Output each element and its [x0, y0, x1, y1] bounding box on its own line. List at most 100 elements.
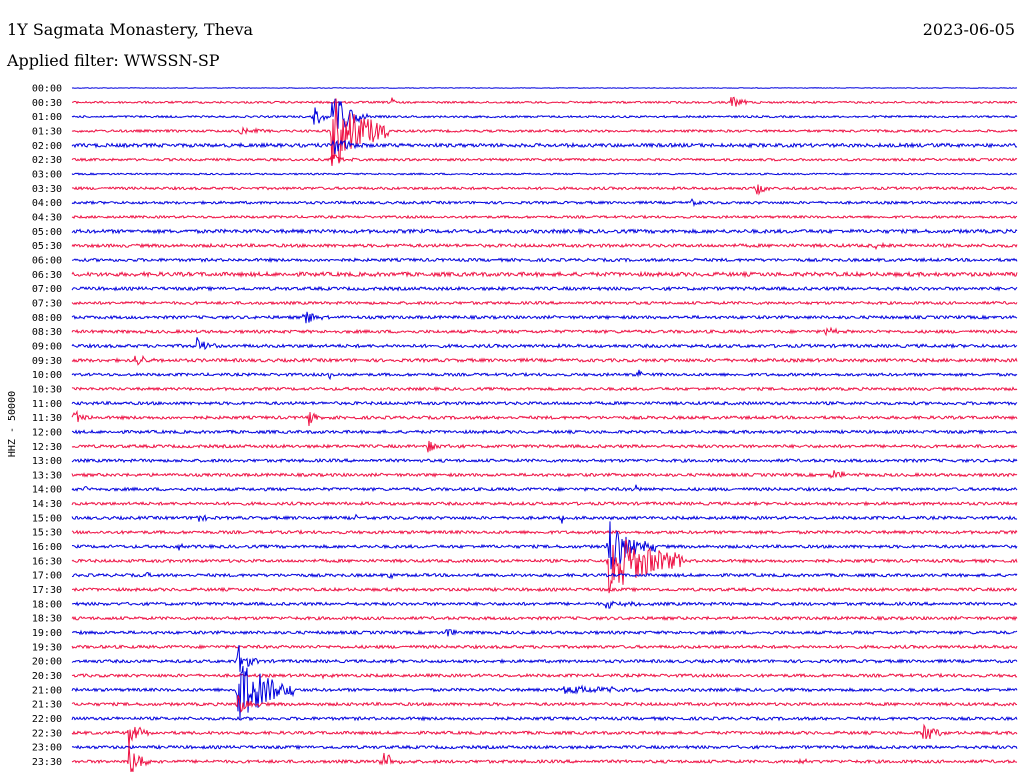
trace-line: [71, 571, 1018, 580]
trace-line: [71, 285, 1018, 292]
time-tick-label: 17:00: [32, 571, 62, 582]
time-tick-label: 23:30: [32, 757, 62, 768]
trace-lines: [71, 87, 1018, 773]
time-tick-label: 22:00: [32, 714, 62, 725]
time-tick-label: 14:30: [32, 499, 62, 510]
time-tick-label: 04:00: [32, 198, 62, 209]
filter-label: Applied filter: WWSSN-SP: [7, 51, 220, 70]
time-tick-label: 23:00: [32, 743, 62, 754]
time-tick-label: 03:30: [32, 184, 62, 195]
trace-line: [71, 139, 1018, 155]
trace-line: [71, 270, 1018, 279]
trace-line: [71, 400, 1018, 407]
time-tick-label: 19:00: [32, 628, 62, 639]
trace-line: [71, 214, 1018, 220]
trace-line: [71, 586, 1018, 593]
trace-line: [71, 440, 1018, 453]
time-tick-label: 13:30: [32, 470, 62, 481]
station-title: 1Y Sagmata Monastery, Theva: [7, 20, 254, 39]
trace-line: [71, 744, 1018, 751]
trace-line: [72, 96, 1018, 107]
time-tick-label: 02:00: [32, 141, 62, 152]
time-tick-label: 20:30: [32, 671, 62, 682]
time-tick-label: 11:00: [32, 399, 62, 410]
trace-line: [71, 615, 1018, 622]
trace-line: [71, 695, 1018, 713]
time-tick-label: 07:00: [32, 284, 62, 295]
time-tick-label: 21:00: [32, 685, 62, 696]
time-tick-label: 17:30: [32, 585, 62, 596]
trace-line: [71, 600, 1018, 609]
trace-line: [71, 429, 1018, 435]
trace-line: [71, 409, 1018, 427]
trace-line: [71, 198, 1018, 208]
trace-line: [71, 500, 1018, 507]
trace-line: [71, 484, 1018, 493]
time-tick-label: 09:30: [32, 356, 62, 367]
trace-line: [71, 629, 1018, 637]
trace-line: [71, 184, 1018, 196]
time-tick-label: 19:30: [32, 642, 62, 653]
time-tick-label: 22:30: [32, 728, 62, 739]
trace-line: [71, 369, 1018, 381]
trace-line: [71, 337, 1018, 351]
y-axis-label: HHZ - 50000: [7, 391, 18, 457]
time-tick-label: 04:30: [32, 212, 62, 223]
time-tick-label: 05:00: [32, 227, 62, 238]
time-tick-label: 08:30: [32, 327, 62, 338]
time-tick-label: 01:30: [32, 126, 62, 137]
trace-line: [71, 98, 1018, 166]
trace-line: [71, 256, 1018, 264]
time-tick-label: 12:30: [32, 442, 62, 453]
time-tick-label: 16:00: [32, 542, 62, 553]
time-tick-label: 05:30: [32, 241, 62, 252]
time-tick-label: 16:30: [32, 556, 62, 567]
time-tick-label: 07:30: [32, 298, 62, 309]
trace-line: [71, 513, 1018, 524]
trace-line: [71, 311, 1018, 324]
trace-line: [71, 87, 1018, 89]
time-tick-label: 00:30: [32, 98, 62, 109]
time-tick-label: 10:30: [32, 384, 62, 395]
time-tick-label: 15:30: [32, 528, 62, 539]
time-tick-label: 09:00: [32, 341, 62, 352]
time-tick-label: 20:00: [32, 657, 62, 668]
time-tick-label: 08:00: [32, 313, 62, 324]
time-tick-label: 10:00: [32, 370, 62, 381]
trace-line: [71, 645, 1018, 672]
trace-line: [71, 723, 1018, 749]
trace-line: [71, 521, 1018, 570]
time-tick-label: 06:30: [32, 270, 62, 281]
trace-line: [71, 643, 1018, 650]
time-tick-label: 12:00: [32, 427, 62, 438]
time-tick-label: 03:00: [32, 169, 62, 180]
trace-line: [71, 227, 1018, 235]
trace-line: [71, 744, 1018, 773]
trace-line: [71, 300, 1018, 306]
time-tick-labels: 00:00 00:30 01:00 01:30 02:00 02:30 03:00 03:30…: [32, 84, 62, 769]
trace-line: [71, 665, 1018, 720]
trace-line: [71, 457, 1018, 464]
trace-line: [71, 529, 1018, 536]
trace-line: [71, 326, 1018, 337]
trace-line: [71, 154, 1018, 167]
time-tick-label: 14:00: [32, 485, 62, 496]
date-label: 2023-06-05: [922, 20, 1015, 39]
time-tick-label: 01:00: [32, 112, 62, 123]
time-tick-label: 15:00: [32, 513, 62, 524]
trace-line: [71, 241, 1018, 251]
time-tick-label: 11:30: [32, 413, 62, 424]
time-tick-label: 18:30: [32, 614, 62, 625]
time-tick-label: 18:00: [32, 599, 62, 610]
trace-line: [71, 172, 1017, 176]
trace-line: [71, 715, 1018, 722]
time-tick-label: 02:30: [32, 155, 62, 166]
trace-line: [71, 539, 1018, 594]
trace-line: [71, 98, 1018, 129]
time-tick-label: 21:30: [32, 700, 62, 711]
time-tick-label: 13:00: [32, 456, 62, 467]
trace-line: [71, 386, 1018, 392]
time-tick-label: 06:00: [32, 255, 62, 266]
trace-line: [71, 470, 1018, 479]
